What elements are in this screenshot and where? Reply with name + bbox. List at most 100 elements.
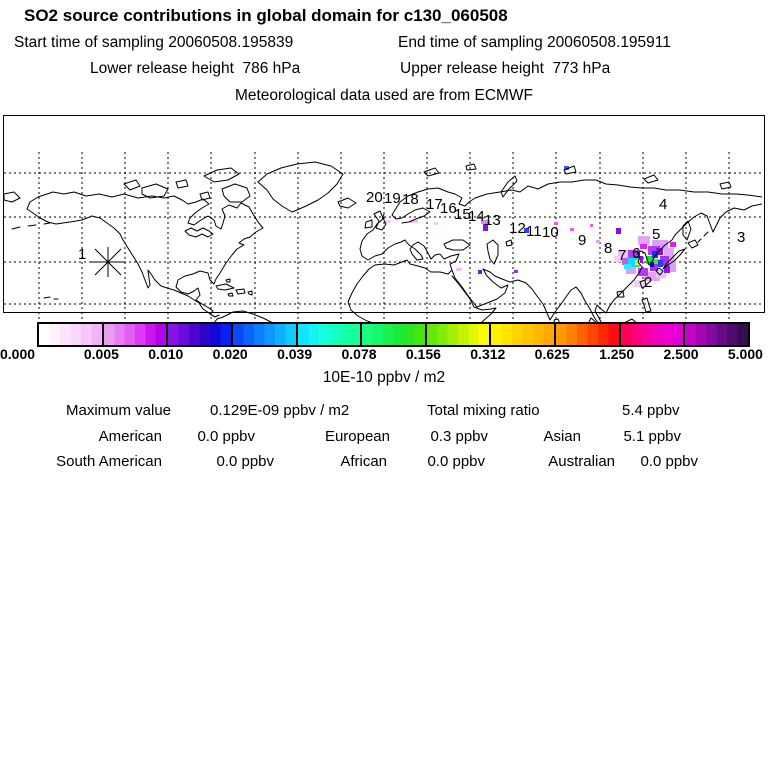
concentration-cell [386,220,391,223]
end-time-text: End time of sampling 20060508.195911 [398,34,671,51]
colorbar-tick-label: 0.005 [83,346,119,362]
colorbar-segment [554,324,619,345]
contribution-value-australian: 0.0 ppbv [640,453,698,470]
colorbar-segment [683,324,749,345]
japan [655,239,699,276]
contribution-label-american: American [98,428,162,445]
colorbar-segment [295,324,361,345]
arctic-russian-islands [423,163,732,198]
concentration-cell [483,224,488,231]
trajectory-marker-4: 4 [659,196,667,213]
concentration-cell [648,246,660,255]
colorbar-segment [39,324,102,345]
trajectory-marker-5: 5 [652,226,660,243]
concentration-cell [410,220,418,223]
colorbar-tick-label: 5.000 [727,346,763,362]
world-map: 20 19 18 17 16 15 14 13 12 11 10 9 8 7 6 5 4 3 2 1 [3,115,765,346]
hawaii [43,296,59,300]
caspian-sea [486,239,499,265]
coast-north-america [29,191,264,318]
concentration-cell [514,270,518,273]
colorbar-segment [230,324,296,345]
concentration-cell [624,264,631,269]
concentration-cell [622,258,630,265]
concentration-cell [478,270,482,274]
coast-north-america-west [26,201,216,318]
upper-release-text: Upper release height 773 hPa [400,60,611,77]
colorbar-tick-label: 2.500 [663,346,699,362]
concentration-cell [650,264,658,271]
trajectory-marker-1: 1 [78,246,86,263]
concentration-cell [564,166,569,170]
colorbar-segment [424,324,490,345]
concentration-cell [664,248,674,262]
total-mixing-ratio-value: 5.4 ppbv [622,402,680,419]
colorbar-units-label: 10E-10 ppbv / m2 [322,369,446,386]
baltic [391,207,431,224]
colorbar-segment [618,324,684,345]
colorbar-tick-label: 1.250 [599,346,635,362]
trajectory-marker-13: 13 [484,212,501,229]
contribution-value-european: 0.3 ppbv [430,428,488,445]
contribution-label-european: European [324,428,390,445]
contribution-value-asian: 5.1 ppbv [623,428,681,445]
concentration-cell [656,248,663,255]
receptor-star-icon [90,247,126,277]
colorbar-tick-label: 0.039 [277,346,313,362]
contribution-label-south-american: South American [56,453,162,470]
met-data-text: Meteorological data used are from ECMWF [234,87,534,104]
concentration-cell [664,266,670,273]
concentration-cell [434,222,438,225]
concentration-cell [628,258,640,267]
colorbar-tick-label: 0.010 [148,346,184,362]
colorbar-segment [166,324,231,345]
colorbar-segment [360,324,425,345]
concentration-cell [638,236,650,245]
concentration-cell [652,251,658,258]
concentration-cell [638,268,648,276]
max-value-label: Maximum value [66,402,172,419]
contribution-value-american: 0.0 ppbv [197,428,255,445]
coast-europe-mediterranean-africa [347,213,460,346]
concentration-cell [481,220,490,224]
concentration-cell [668,260,676,272]
chukotka-edge [4,191,21,203]
contribution-value-south-american: 0.0 ppbv [216,453,274,470]
colorbar-tick-label: 0.000 [0,346,36,362]
concentration-cell [646,256,654,264]
concentration-cell [660,256,669,266]
start-time-text: Start time of sampling 20060508.195839 [14,34,294,51]
great-lakes [184,227,214,238]
colorbar-ticks: 0.000 0.005 0.010 0.020 0.039 0.078 0.156 0.312… [0,346,768,362]
greenland [257,161,344,213]
concentration-cell [654,259,659,264]
concentration-cell [590,224,593,227]
sakhalin [682,220,692,241]
concentration-cell [604,244,607,247]
trajectory-marker-19: 19 [384,190,401,207]
colorbar [37,322,750,347]
trajectory-marker-9: 9 [578,232,586,249]
coastline-layer [4,161,762,346]
concentration-cell [570,228,574,231]
trajectory-marker-17: 17 [426,196,443,213]
trajectory-marker-12: 12 [509,220,526,237]
contribution-label-australian: Australian [548,453,615,470]
aleutian-islands [11,222,51,230]
concentration-cell [628,250,640,259]
colorbar-tick-label: 0.312 [470,346,506,362]
aral-sea [505,239,513,247]
concentration-cell [650,262,654,267]
concentration-cell [640,244,647,249]
black-sea [443,239,471,251]
contribution-label-african: African [340,453,387,470]
colorbar-tick-label: 0.078 [341,346,377,362]
arctic-islands [123,167,251,203]
concentration-cell [596,240,600,243]
trajectory-marker-2: 2 [644,274,652,291]
colorbar-segment [489,324,555,345]
trajectory-marker-14: 14 [468,208,485,225]
